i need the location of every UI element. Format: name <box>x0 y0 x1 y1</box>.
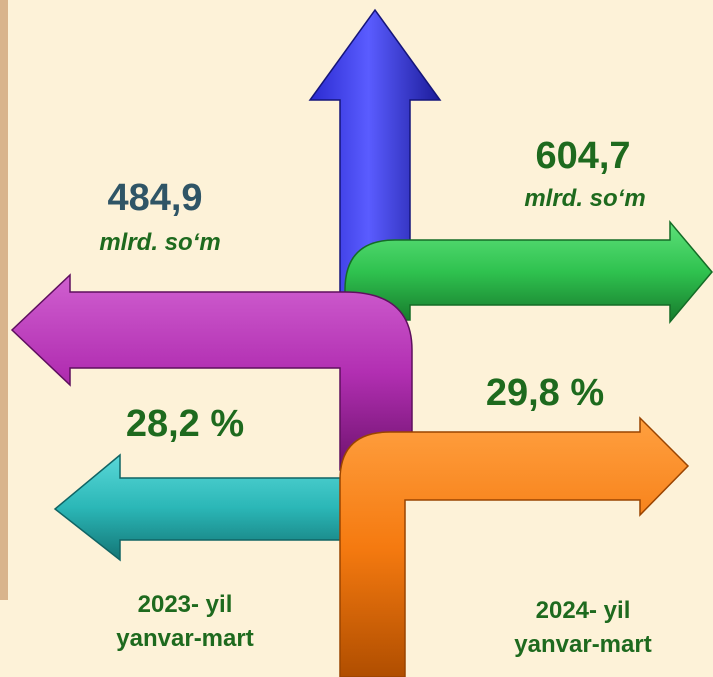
right-share: 29,8 % <box>486 372 604 414</box>
left-share: 28,2 % <box>126 403 244 445</box>
side-strip <box>0 0 8 600</box>
left-unit: mlrd. so‘m <box>99 229 220 256</box>
left-period: 2023- yil <box>138 591 233 618</box>
right-period: yanvar-mart <box>514 631 651 658</box>
arrow-orange <box>339 416 690 677</box>
arrow-magenta <box>10 273 413 471</box>
right-unit: mlrd. so‘m <box>524 185 645 212</box>
right-amount: 604,7 <box>535 135 630 177</box>
right-period: 2024- yil <box>536 597 631 624</box>
left-amount: 484,9 <box>107 177 202 219</box>
arrow-green <box>344 219 713 325</box>
left-period: yanvar-mart <box>116 625 253 652</box>
